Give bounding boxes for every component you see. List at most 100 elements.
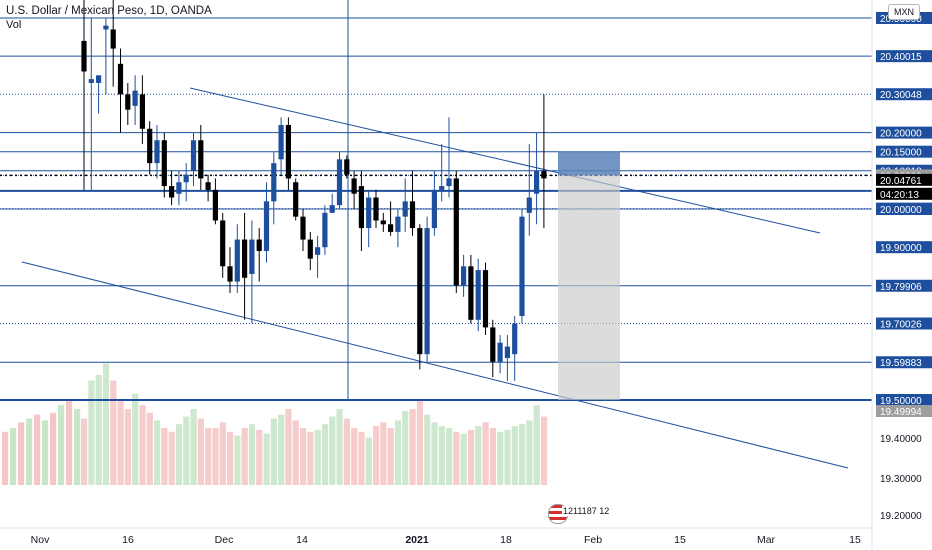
- candle-body[interactable]: [263, 201, 270, 252]
- candle-body[interactable]: [417, 228, 423, 355]
- candle-body[interactable]: [278, 124, 284, 160]
- price-label: 19.50000: [880, 396, 922, 407]
- volume-bar: [497, 431, 504, 485]
- candle-body[interactable]: [110, 29, 116, 49]
- candle-body[interactable]: [183, 174, 189, 183]
- candle-body[interactable]: [227, 266, 233, 282]
- volume-bar: [351, 428, 358, 485]
- candle-body[interactable]: [293, 182, 299, 217]
- price-label-box: [876, 88, 932, 101]
- candle-body[interactable]: [161, 140, 167, 187]
- volume-bar: [66, 399, 73, 485]
- profit-target-zone[interactable]: [558, 175, 620, 400]
- volume-bar: [10, 428, 17, 485]
- candle-body[interactable]: [322, 212, 328, 248]
- candle-body[interactable]: [380, 220, 386, 225]
- volume-bar: [234, 435, 241, 485]
- volume-bar: [409, 409, 416, 485]
- candle-body[interactable]: [315, 247, 321, 255]
- candle-body[interactable]: [176, 182, 182, 194]
- candle-body[interactable]: [541, 170, 547, 179]
- stop-loss-zone[interactable]: [558, 151, 620, 176]
- volume-bar: [373, 426, 380, 485]
- candle-body[interactable]: [424, 228, 430, 355]
- candle-body[interactable]: [117, 63, 124, 95]
- candle-body[interactable]: [519, 216, 525, 316]
- candle-body[interactable]: [329, 205, 335, 213]
- price-label: 19.70026: [880, 320, 922, 331]
- candle-body[interactable]: [139, 94, 145, 129]
- volume-bar: [314, 429, 321, 485]
- symbol-title[interactable]: U.S. Dollar / Mexican Peso, 1D, OANDA: [6, 5, 212, 17]
- candle-body[interactable]: [439, 186, 445, 190]
- candle-body[interactable]: [512, 323, 518, 355]
- candle-body[interactable]: [307, 239, 313, 259]
- candle-body[interactable]: [198, 140, 204, 179]
- candle-body[interactable]: [344, 159, 350, 175]
- candle-body[interactable]: [351, 178, 357, 194]
- price-label: 19.40000: [880, 434, 922, 445]
- candle-body[interactable]: [256, 239, 262, 252]
- candle-body[interactable]: [461, 266, 467, 286]
- candle-body[interactable]: [147, 128, 153, 164]
- price-label: 20.15000: [880, 148, 922, 159]
- volume-bar: [168, 431, 175, 485]
- candle-body[interactable]: [242, 239, 248, 278]
- time-axis-label: 2021: [405, 534, 429, 546]
- candle-body[interactable]: [285, 124, 291, 179]
- candle-body[interactable]: [88, 79, 94, 83]
- candle-body[interactable]: [169, 186, 175, 198]
- candle-body[interactable]: [490, 327, 496, 362]
- volume-bar: [540, 416, 548, 485]
- candle-body[interactable]: [475, 270, 481, 320]
- trendline-upper[interactable]: [189, 87, 821, 234]
- candle-body[interactable]: [534, 170, 540, 194]
- candle-body[interactable]: [504, 346, 510, 358]
- candle-body[interactable]: [103, 25, 109, 30]
- candle-body[interactable]: [212, 189, 218, 221]
- candle-body[interactable]: [497, 342, 503, 362]
- volume-bar: [117, 399, 124, 485]
- candle-body[interactable]: [125, 94, 131, 110]
- candle-body[interactable]: [132, 90, 138, 106]
- price-axis[interactable]: [872, 0, 932, 550]
- currency-badge[interactable]: MXN: [888, 4, 920, 20]
- candle-body[interactable]: [402, 201, 408, 217]
- candle-body[interactable]: [373, 197, 379, 221]
- volume-bar: [358, 431, 365, 485]
- candle-body[interactable]: [96, 75, 102, 83]
- candle-body[interactable]: [249, 239, 255, 274]
- price-label-box: [876, 187, 932, 200]
- candle-body[interactable]: [366, 197, 372, 229]
- candle-body[interactable]: [205, 182, 211, 190]
- candle-body[interactable]: [388, 224, 394, 232]
- volume-bar: [110, 380, 117, 485]
- candle-body[interactable]: [482, 270, 489, 328]
- economic-event-badge[interactable]: 1211187 12: [548, 504, 612, 526]
- candle-body[interactable]: [431, 189, 437, 229]
- volume-bar: [380, 422, 387, 485]
- candle-body[interactable]: [526, 197, 532, 213]
- candle-body[interactable]: [409, 201, 416, 229]
- candle-body[interactable]: [154, 140, 160, 164]
- candle-body[interactable]: [81, 40, 87, 72]
- candle-body[interactable]: [395, 216, 401, 232]
- candle-body[interactable]: [220, 220, 226, 267]
- candle-body[interactable]: [468, 266, 474, 320]
- candle-body[interactable]: [190, 140, 197, 171]
- candle-body[interactable]: [234, 239, 240, 282]
- candle-body[interactable]: [271, 163, 277, 202]
- candle-body[interactable]: [446, 178, 452, 187]
- volume-bar: [394, 420, 402, 485]
- volume-bar: [248, 424, 256, 485]
- candle-body[interactable]: [300, 216, 306, 240]
- volume-bar: [42, 420, 49, 485]
- trendline-lower[interactable]: [21, 261, 849, 469]
- volume-bar: [285, 409, 292, 485]
- candle-body[interactable]: [358, 186, 364, 229]
- volume-indicator-label[interactable]: Vol: [6, 19, 22, 31]
- candle-body[interactable]: [336, 159, 343, 206]
- candle-body[interactable]: [453, 178, 459, 286]
- price-label: 19.20000: [880, 511, 922, 522]
